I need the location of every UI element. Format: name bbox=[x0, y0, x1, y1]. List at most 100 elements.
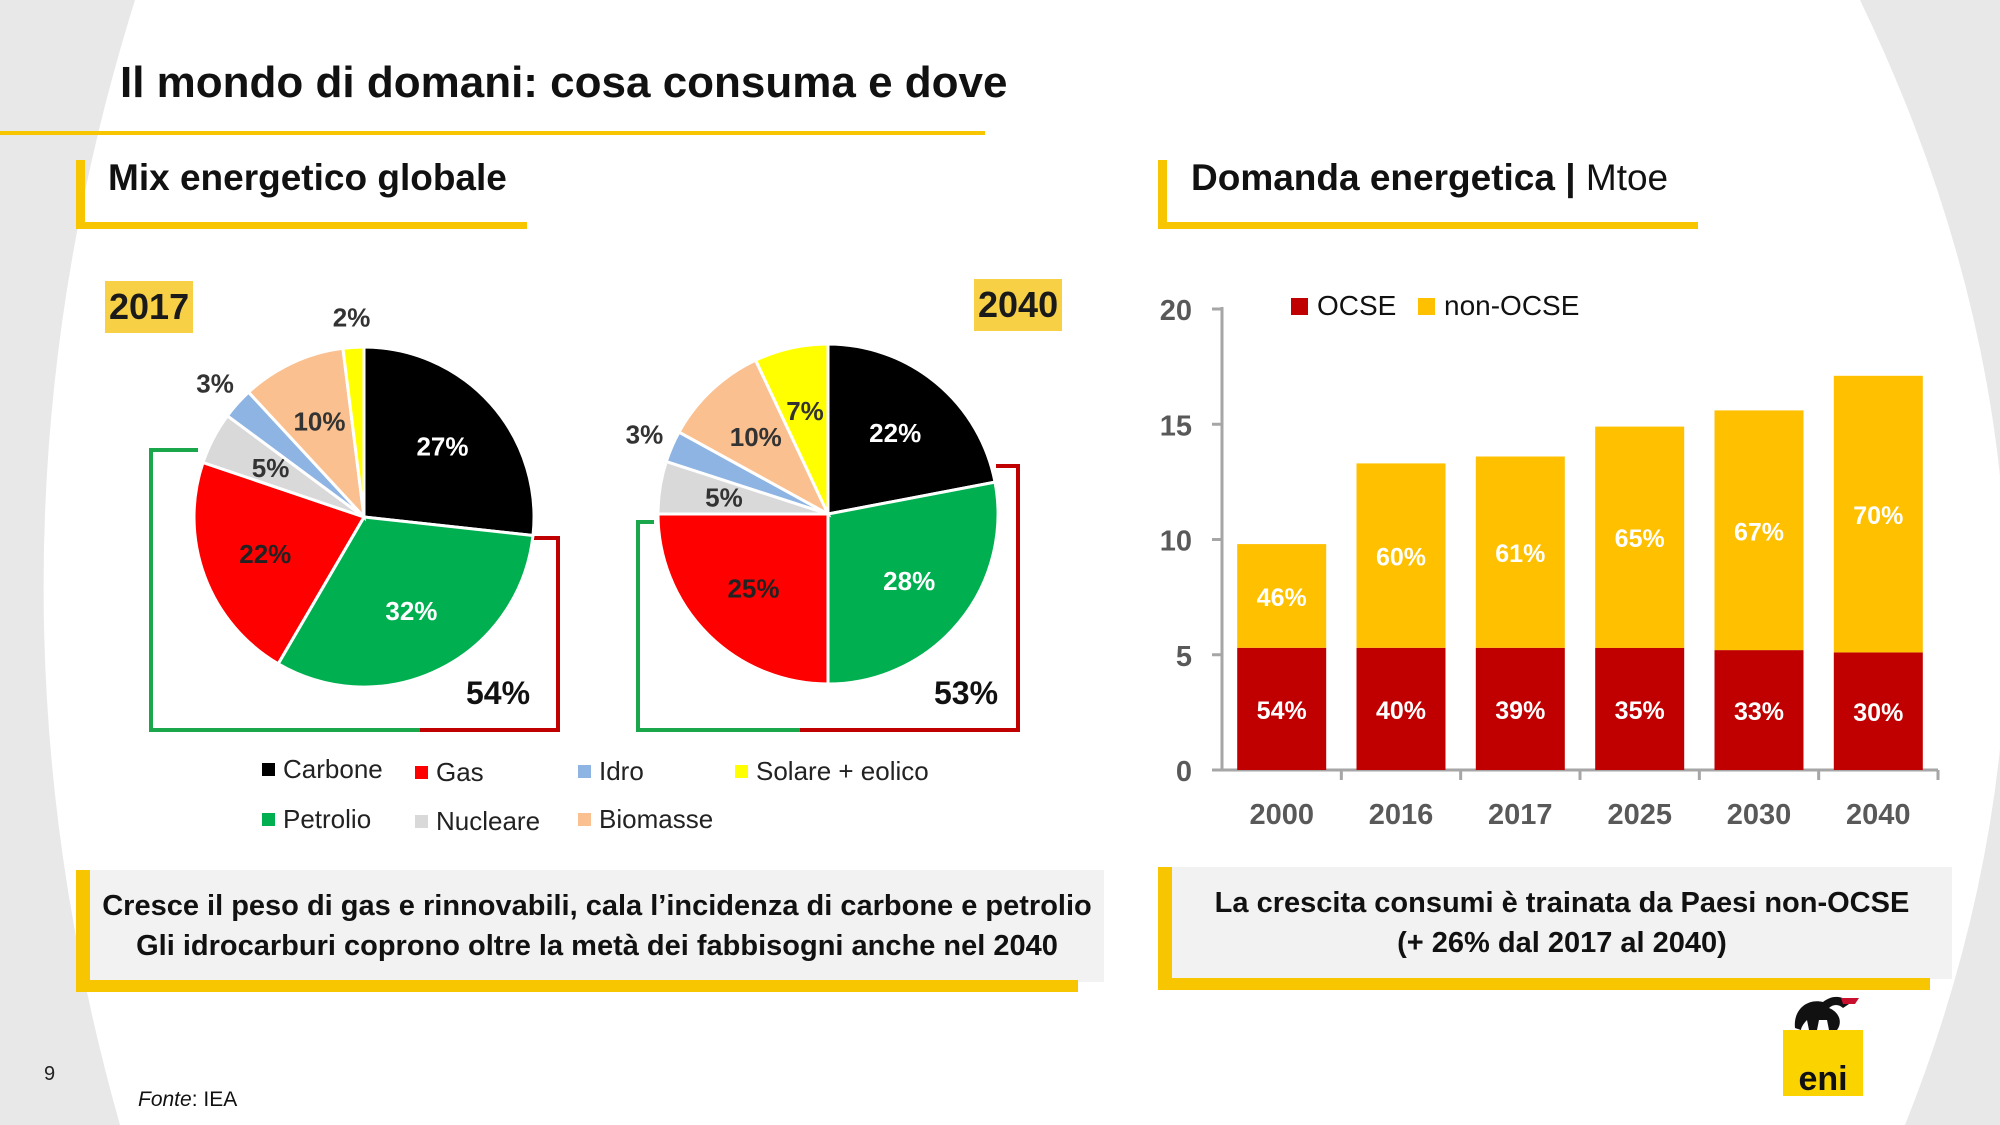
bar-ocse-2000 bbox=[1237, 647, 1327, 770]
pie-label-gas: 22% bbox=[239, 539, 291, 569]
x-tick-label-2025: 2025 bbox=[1607, 799, 1672, 831]
legend-swatch-biomasse bbox=[578, 813, 591, 826]
left-section-accent bbox=[76, 160, 85, 228]
legend-label-petrolio: Petrolio bbox=[283, 804, 372, 834]
left-callout-line-2: Gli idrocarburi coprono oltre la metà de… bbox=[136, 930, 1058, 962]
bar-non-ocse-2016 bbox=[1356, 463, 1446, 648]
bar-ocse-2016 bbox=[1356, 647, 1446, 770]
pie-slice-carbone bbox=[362, 345, 536, 538]
source-note: Fonte: IEA bbox=[138, 1088, 237, 1112]
bar-ocse-2030 bbox=[1714, 650, 1804, 770]
bar-non-ocse-2000 bbox=[1237, 544, 1327, 648]
legend-item-ocse: OCSE bbox=[1291, 290, 1396, 322]
left-callout-line-1: Cresce il peso di gas e rinnovabili, cal… bbox=[102, 890, 1092, 922]
page-title: Il mondo di domani: cosa consuma e dove bbox=[120, 58, 1008, 107]
y-tick-label: 5 bbox=[1176, 641, 1192, 673]
pie-2040-bracket-label: 53% bbox=[934, 675, 998, 711]
right-section-title-separator: | bbox=[1565, 157, 1576, 198]
pie-slice-solare bbox=[341, 345, 366, 518]
bar-non-ocse-2025 bbox=[1595, 426, 1685, 648]
legend-swatch-idro bbox=[578, 765, 591, 778]
pie-slice-solare bbox=[753, 342, 830, 515]
y-tick-label: 15 bbox=[1160, 410, 1192, 442]
right-section-title: Domanda energetica | Mtoe bbox=[1191, 157, 1668, 199]
legend-swatch-carbone bbox=[262, 763, 275, 776]
pie-label-gas: 25% bbox=[727, 574, 779, 604]
y-tick-label: 10 bbox=[1160, 526, 1192, 558]
pie-label-nucleare: 5% bbox=[705, 483, 743, 513]
legend-swatch-nucleare bbox=[415, 815, 428, 828]
right-section-title-main: Domanda energetica bbox=[1191, 157, 1555, 198]
pie-slice-biomasse bbox=[246, 346, 367, 522]
pie-label-idro: 3% bbox=[196, 369, 234, 399]
pie-slice-petrolio bbox=[276, 515, 535, 689]
pie-label-solare: 7% bbox=[786, 396, 824, 426]
legend-swatch-gas bbox=[415, 766, 428, 779]
bar-ocse-2040 bbox=[1833, 652, 1923, 770]
pie-slice-biomasse bbox=[676, 358, 832, 518]
legend-swatch-petrolio bbox=[262, 813, 275, 826]
x-tick-label-2040: 2040 bbox=[1846, 799, 1911, 831]
right-callout-line-1: La crescita consumi è trainata da Paesi … bbox=[1214, 887, 1910, 919]
right-section-accent bbox=[1158, 160, 1167, 228]
pie-label-petrolio: 32% bbox=[385, 596, 437, 626]
bar-label-non-ocse-2040: 70% bbox=[1853, 502, 1903, 530]
pie-slice-carbone bbox=[826, 342, 997, 516]
right-callout-underline bbox=[1158, 978, 1930, 990]
pie-2017-bracket-label: 54% bbox=[466, 675, 530, 711]
pie-2040-bracket-red bbox=[800, 464, 1020, 732]
pie-2017-title: 2017 bbox=[105, 281, 194, 333]
left-callout: Cresce il peso di gas e rinnovabili, cal… bbox=[76, 870, 1104, 982]
legend-swatch-solare bbox=[735, 765, 748, 778]
legend-item-idro: Idro bbox=[578, 756, 644, 787]
eni-logo-text: eni bbox=[1798, 1060, 1847, 1096]
legend-label-ocse: OCSE bbox=[1317, 290, 1397, 321]
source-label: Fonte bbox=[138, 1088, 192, 1111]
x-tick-label-2016: 2016 bbox=[1369, 799, 1434, 831]
bar-non-ocse-2030 bbox=[1714, 410, 1804, 651]
legend-label-carbone: Carbone bbox=[283, 754, 383, 784]
pie-2040-title: 2040 bbox=[974, 279, 1063, 331]
right-callout-line-2: (+ 26% dal 2017 al 2040) bbox=[1397, 927, 1727, 959]
legend-item-non-ocse: non-OCSE bbox=[1418, 290, 1579, 322]
right-section-underline bbox=[1158, 222, 1698, 229]
x-tick-label-2017: 2017 bbox=[1488, 799, 1553, 831]
legend-item-carbone: Carbone bbox=[262, 754, 383, 785]
bar-ocse-2017 bbox=[1475, 647, 1565, 770]
bar-label-ocse-2016: 40% bbox=[1376, 697, 1426, 725]
pie-label-carbone: 27% bbox=[416, 432, 468, 462]
legend-label-nucleare: Nucleare bbox=[436, 806, 541, 836]
bar-label-ocse-2000: 54% bbox=[1257, 697, 1307, 725]
pie-slice-gas bbox=[656, 512, 830, 686]
legend-label-gas: Gas bbox=[436, 757, 484, 787]
bar-label-non-ocse-2000: 46% bbox=[1257, 584, 1307, 612]
y-tick-label: 0 bbox=[1176, 756, 1192, 788]
bar-label-ocse-2025: 35% bbox=[1615, 697, 1665, 725]
bar-label-non-ocse-2017: 61% bbox=[1495, 540, 1545, 568]
source-value: : IEA bbox=[191, 1088, 238, 1111]
pie-label-solare: 2% bbox=[333, 302, 371, 332]
legend-label-non-ocse: non-OCSE bbox=[1444, 290, 1580, 321]
legend-label-solare: Solare + eolico bbox=[756, 756, 929, 786]
x-tick-label-2000: 2000 bbox=[1249, 799, 1314, 831]
bar-non-ocse-2040 bbox=[1833, 375, 1923, 653]
page-number: 9 bbox=[44, 1063, 56, 1085]
legend-item-petrolio: Petrolio bbox=[262, 804, 371, 835]
right-section-title-unit: Mtoe bbox=[1585, 157, 1669, 198]
legend-item-solare: Solare + eolico bbox=[735, 756, 929, 787]
legend-label-biomasse: Biomasse bbox=[599, 804, 714, 834]
pie-2017-bracket-red bbox=[420, 536, 560, 732]
left-section-title: Mix energetico globale bbox=[108, 157, 507, 198]
bar-label-ocse-2017: 39% bbox=[1495, 697, 1545, 725]
legend-item-gas: Gas bbox=[415, 757, 484, 788]
right-callout: La crescita consumi è trainata da Paesi … bbox=[1158, 867, 1952, 979]
eni-logo: eni bbox=[1783, 996, 1863, 1096]
legend-label-idro: Idro bbox=[599, 756, 644, 786]
bar-label-non-ocse-2016: 60% bbox=[1376, 544, 1426, 572]
bar-ocse-2025 bbox=[1595, 647, 1685, 770]
title-underline bbox=[0, 131, 985, 135]
pie-label-carbone: 22% bbox=[869, 418, 921, 448]
